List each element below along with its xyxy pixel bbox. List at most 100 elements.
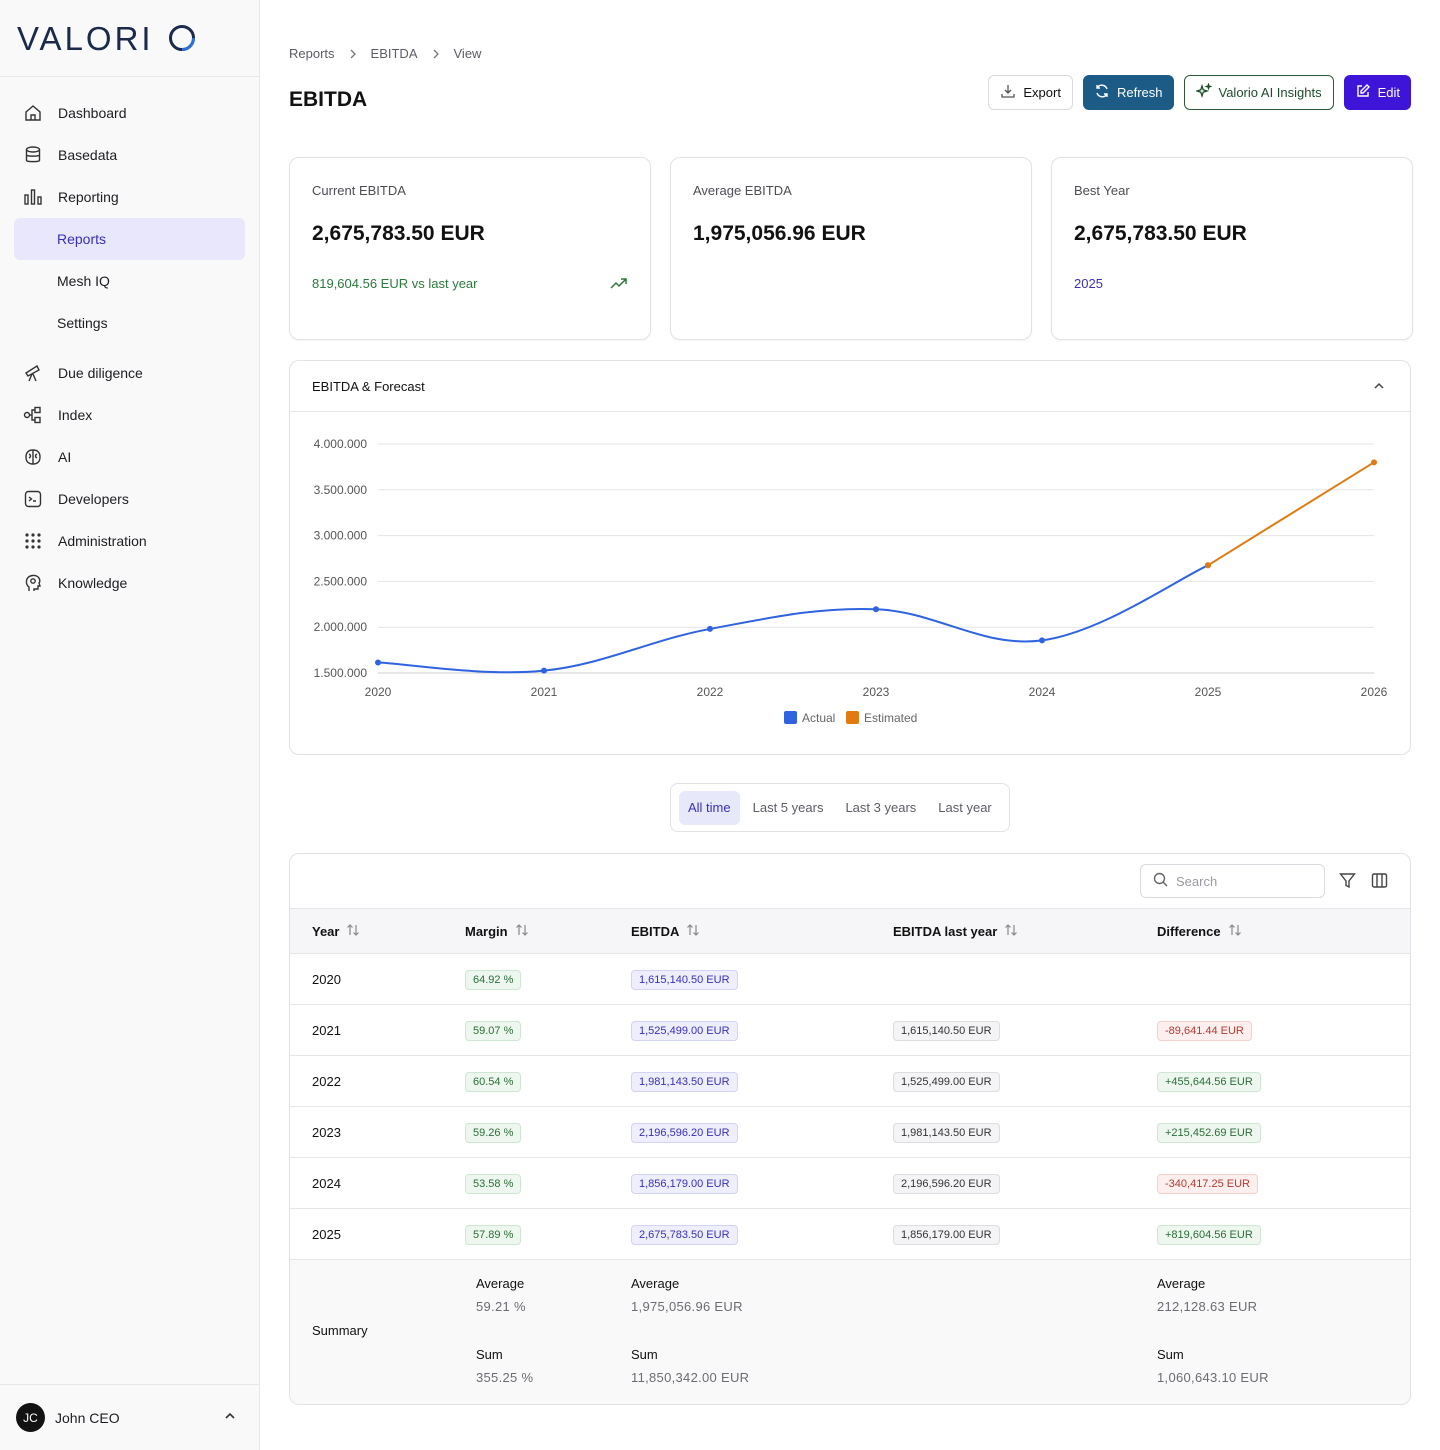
sidebar-item-basedata[interactable]: Basedata — [14, 134, 245, 176]
column-header-ebitda[interactable]: EBITDA — [631, 909, 701, 954]
cell-ebitda-last-year: 1,615,140.50 EUR — [893, 1005, 1000, 1056]
column-header-year[interactable]: Year — [312, 909, 361, 954]
cell-difference-pill: +819,604.56 EUR — [1157, 1225, 1261, 1245]
sidebar-item-mesh-iq[interactable]: Mesh IQ — [14, 260, 245, 302]
breadcrumb-item-ebitda[interactable]: EBITDA — [371, 46, 418, 61]
sidebar-item-ai[interactable]: AI — [14, 436, 245, 478]
search-input[interactable] — [1176, 874, 1306, 889]
summary-value: 11,850,342.00 EUR — [631, 1370, 749, 1385]
sidebar: VALORI Dashboard Basedata Reporting Repo… — [0, 0, 260, 1450]
sidebar-item-administration[interactable]: Administration — [14, 520, 245, 562]
table-row[interactable]: 2024 53.58 % 1,856,179.00 EUR 2,196,596.20 … — [290, 1158, 1410, 1209]
sidebar-item-developers[interactable]: Developers — [14, 478, 245, 520]
ebitda-average: Average 1,975,056.96 EUR — [631, 1276, 743, 1314]
breadcrumb-item-reports[interactable]: Reports — [289, 46, 335, 61]
head-icon — [23, 573, 43, 593]
table-row[interactable]: 2025 57.89 % 2,675,783.50 EUR 1,856,179.00 … — [290, 1209, 1410, 1260]
ebitda-line-chart: 1.500.000 2.000.000 2.500.000 3.000.000 3.50… — [290, 412, 1410, 752]
data-point — [1039, 637, 1045, 643]
export-button[interactable]: Export — [988, 75, 1073, 110]
ebitda-sum: Sum 11,850,342.00 EUR — [631, 1347, 749, 1385]
difference-sum: Sum 1,060,643.10 EUR — [1157, 1347, 1269, 1385]
sidebar-item-due-diligence[interactable]: Due diligence — [14, 352, 245, 394]
sort-icon — [514, 922, 530, 941]
legend-swatch — [846, 711, 859, 724]
sidebar-item-settings[interactable]: Settings — [14, 302, 245, 344]
kpi-card-current: Current EBITDA 2,675,783.50 EUR 819,604.… — [289, 157, 651, 340]
table-row[interactable]: 2020 64.92 % 1,615,140.50 EUR — [290, 954, 1410, 1005]
x-tick-label: 2026 — [1361, 685, 1388, 699]
margin-sum: Sum 355.25 % — [476, 1347, 533, 1385]
kpi-best-year: 2025 — [1074, 276, 1103, 291]
table-row[interactable]: 2022 60.54 % 1,981,143.50 EUR 1,525,499.00 … — [290, 1056, 1410, 1107]
cell-year: 2025 — [312, 1209, 341, 1260]
summary-key: Sum — [1157, 1347, 1269, 1362]
range-tab-last-3-years[interactable]: Last 3 years — [836, 791, 925, 825]
cell-margin-pill: 64.92 % — [465, 970, 521, 990]
cell-margin-pill: 59.07 % — [465, 1021, 521, 1041]
sidebar-item-dashboard[interactable]: Dashboard — [14, 92, 245, 134]
cell-ebitda: 1,981,143.50 EUR — [631, 1056, 738, 1107]
terminal-icon — [23, 489, 43, 509]
toolbar: Export Refresh Valorio AI Insights Edit — [988, 75, 1411, 110]
table-row[interactable]: 2021 59.07 % 1,525,499.00 EUR 1,615,140.50 … — [290, 1005, 1410, 1056]
sidebar-item-knowledge[interactable]: Knowledge — [14, 562, 245, 604]
time-range-selector: All time Last 5 years Last 3 years Last … — [670, 783, 1010, 832]
cell-year: 2024 — [312, 1158, 341, 1209]
kpi-label: Average EBITDA — [693, 183, 1009, 198]
cell-ebitda: 2,675,783.50 EUR — [631, 1209, 738, 1260]
cell-margin: 60.54 % — [465, 1056, 521, 1107]
network-icon — [23, 405, 43, 425]
user-menu[interactable]: JC John CEO — [0, 1384, 259, 1450]
ai-insights-label: Valorio AI Insights — [1219, 85, 1322, 100]
cell-margin-pill: 53.58 % — [465, 1174, 521, 1194]
table-summary: Summary Average 59.21 % Sum 355.25 % Avera… — [290, 1260, 1410, 1404]
chart-header[interactable]: EBITDA & Forecast — [290, 361, 1410, 412]
sidebar-item-label: Developers — [58, 491, 129, 507]
column-label: Margin — [465, 924, 508, 939]
sidebar-item-label: Reports — [57, 231, 106, 247]
cell-ebitda-last-year-pill: 2,196,596.20 EUR — [893, 1174, 1000, 1194]
cell-ebitda-pill: 1,981,143.50 EUR — [631, 1072, 738, 1092]
sidebar-item-index[interactable]: Index — [14, 394, 245, 436]
kpi-label: Best Year — [1074, 183, 1390, 198]
sidebar-item-reports[interactable]: Reports — [14, 218, 245, 260]
cell-margin-pill: 59.26 % — [465, 1123, 521, 1143]
home-icon — [23, 103, 43, 123]
chart-card: EBITDA & Forecast 1.500.000 2.000.000 2.50… — [289, 360, 1411, 755]
range-tab-last-year[interactable]: Last year — [929, 791, 1000, 825]
cell-ebitda-last-year-pill: 1,615,140.50 EUR — [893, 1021, 1000, 1041]
y-tick-label: 2.000.000 — [314, 620, 368, 634]
x-tick-label: 2020 — [365, 685, 392, 699]
edit-button[interactable]: Edit — [1344, 75, 1411, 110]
logo[interactable]: VALORI — [0, 0, 259, 77]
cell-difference-pill: +215,452.69 EUR — [1157, 1123, 1261, 1143]
cell-year: 2023 — [312, 1107, 341, 1158]
column-header-ebitda-last-year[interactable]: EBITDA last year — [893, 909, 1019, 954]
range-tab-all-time[interactable]: All time — [679, 791, 740, 825]
column-header-difference[interactable]: Difference — [1157, 909, 1243, 954]
cell-difference: -340,417.25 EUR — [1157, 1158, 1258, 1209]
cell-ebitda: 1,856,179.00 EUR — [631, 1158, 738, 1209]
data-point — [707, 626, 713, 632]
filter-icon[interactable] — [1339, 872, 1356, 894]
columns-icon[interactable] — [1371, 872, 1388, 894]
cell-ebitda-last-year: 1,525,499.00 EUR — [893, 1056, 1000, 1107]
page-title: EBITDA — [289, 88, 367, 112]
column-header-margin[interactable]: Margin — [465, 909, 530, 954]
chevron-up-icon[interactable] — [1372, 379, 1386, 396]
summary-key: Average — [476, 1276, 526, 1291]
breadcrumb-item-view: View — [454, 46, 482, 61]
refresh-button[interactable]: Refresh — [1083, 75, 1174, 110]
column-label: EBITDA — [631, 924, 679, 939]
sidebar-item-label: Due diligence — [58, 365, 143, 381]
sidebar-item-reporting[interactable]: Reporting — [14, 176, 245, 218]
ai-insights-button[interactable]: Valorio AI Insights — [1184, 75, 1334, 110]
range-tab-last-5-years[interactable]: Last 5 years — [744, 791, 833, 825]
chart-title: EBITDA & Forecast — [312, 379, 425, 394]
cell-margin: 57.89 % — [465, 1209, 521, 1260]
edit-label: Edit — [1378, 85, 1400, 100]
x-tick-label: 2021 — [531, 685, 558, 699]
cell-ebitda-pill: 1,525,499.00 EUR — [631, 1021, 738, 1041]
table-row[interactable]: 2023 59.26 % 2,196,596.20 EUR 1,981,143.50 … — [290, 1107, 1410, 1158]
